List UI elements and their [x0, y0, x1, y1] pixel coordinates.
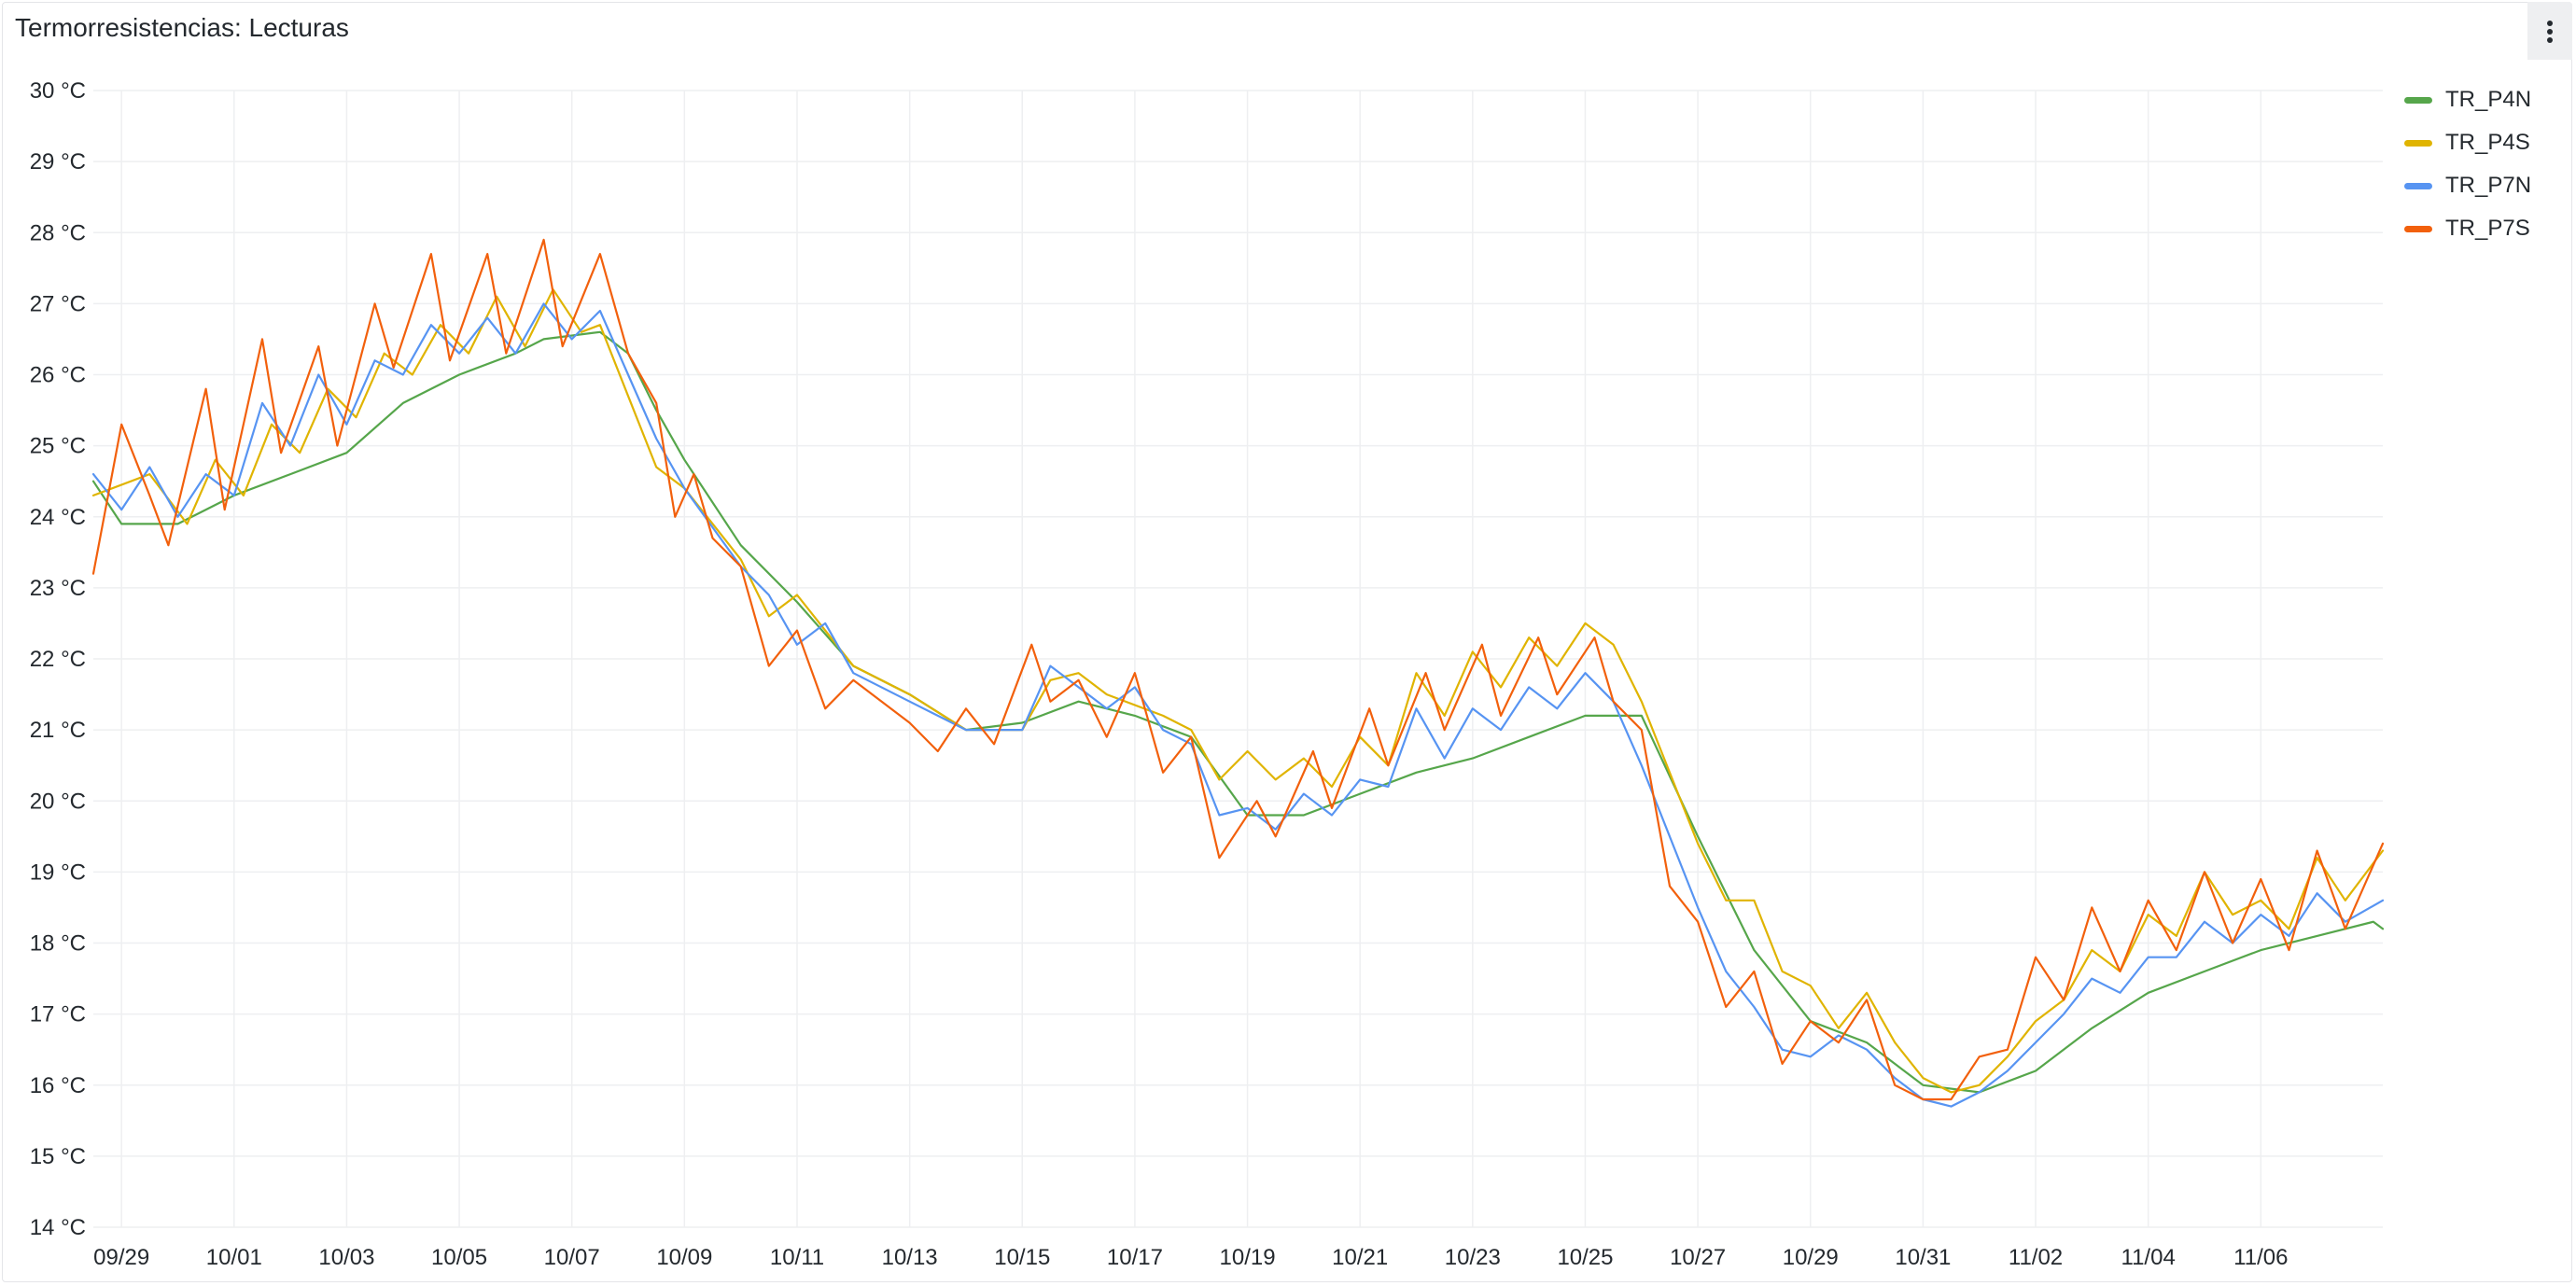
x-tick-label: 10/25 — [1557, 1245, 1613, 1270]
legend-swatch — [2404, 226, 2432, 232]
y-tick-label: 28 °C — [30, 220, 86, 245]
grid — [93, 90, 2383, 1228]
x-tick-label: 10/27 — [1670, 1245, 1726, 1270]
y-tick-label: 24 °C — [30, 505, 86, 530]
x-tick-label: 10/05 — [431, 1245, 487, 1270]
y-tick-label: 16 °C — [30, 1073, 86, 1098]
x-tick-label: 09/29 — [93, 1245, 149, 1270]
x-tick-label: 10/03 — [318, 1245, 374, 1270]
y-tick-label: 17 °C — [30, 1002, 86, 1027]
panel-title: Termorresistencias: Lecturas — [15, 13, 349, 42]
kebab-dot — [2547, 29, 2553, 35]
x-tick-label: 10/07 — [544, 1245, 600, 1270]
x-tick-label: 10/09 — [656, 1245, 712, 1270]
y-tick-label: 26 °C — [30, 363, 86, 388]
x-tick-label: 10/15 — [994, 1245, 1050, 1270]
x-tick-label: 11/04 — [2121, 1245, 2176, 1270]
x-tick-label: 10/31 — [1895, 1245, 1951, 1270]
legend-label: TR_P7S — [2445, 216, 2530, 241]
legend-label: TR_P7N — [2445, 173, 2532, 198]
x-tick-label: 10/29 — [1783, 1245, 1839, 1270]
series-line-tr_p4s[interactable] — [91, 288, 2385, 1094]
y-tick-label: 19 °C — [30, 860, 86, 885]
x-tick-label: 10/13 — [882, 1245, 938, 1270]
y-tick-label: 21 °C — [30, 718, 86, 743]
y-tick-label: 20 °C — [30, 789, 86, 814]
legend-swatch — [2404, 140, 2432, 147]
y-tick-label: 25 °C — [30, 434, 86, 459]
panel-menu-button[interactable] — [2527, 2, 2572, 60]
y-tick-label: 14 °C — [30, 1215, 86, 1240]
y-tick-label: 15 °C — [30, 1144, 86, 1169]
x-tick-label: 10/19 — [1220, 1245, 1276, 1270]
series-line-tr_p7s[interactable] — [91, 238, 2385, 1101]
kebab-vertical-icon — [2547, 21, 2553, 26]
legend-label: TR_P4S — [2445, 130, 2530, 155]
y-tick-label: 30 °C — [30, 78, 86, 104]
y-tick-label: 18 °C — [30, 931, 86, 957]
y-tick-label: 23 °C — [30, 576, 86, 601]
legend-label: TR_P4N — [2445, 87, 2532, 112]
y-tick-label: 29 °C — [30, 149, 86, 175]
x-tick-label: 10/11 — [770, 1245, 824, 1270]
legend-swatch — [2404, 97, 2432, 104]
x-tick-label: 11/02 — [2009, 1245, 2063, 1270]
x-tick-label: 11/06 — [2233, 1245, 2288, 1270]
legend-swatch — [2404, 183, 2432, 189]
kebab-dot — [2547, 37, 2553, 43]
x-tick-label: 10/23 — [1445, 1245, 1501, 1270]
series-line-tr_p7n[interactable] — [91, 302, 2385, 1108]
x-tick-label: 10/21 — [1332, 1245, 1388, 1270]
y-tick-label: 22 °C — [30, 647, 86, 672]
x-tick-label: 10/17 — [1107, 1245, 1163, 1270]
x-tick-label: 10/01 — [206, 1245, 262, 1270]
y-tick-label: 27 °C — [30, 291, 86, 316]
